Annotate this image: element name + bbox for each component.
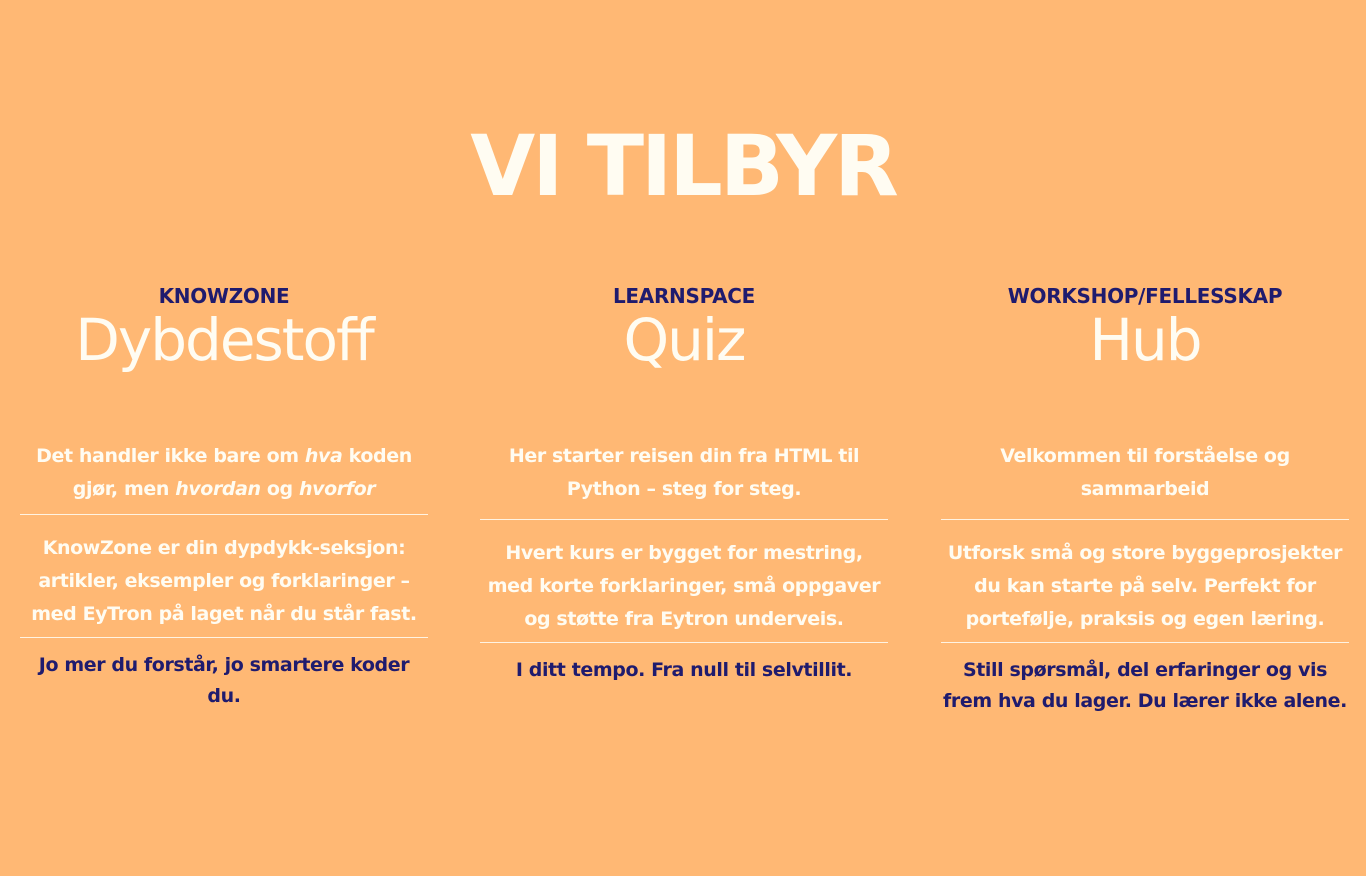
column-heading: Quiz xyxy=(623,306,747,374)
column-kicker: LEARNSPACE xyxy=(612,284,756,308)
column-closing: Jo mer du forstår, jo smartere koder du. xyxy=(38,654,410,707)
column-closing: Still spørsmål, del erfaringer og vis fr… xyxy=(943,659,1347,712)
column-heading: Dybdestoff xyxy=(75,306,375,374)
divider xyxy=(20,514,428,515)
divider xyxy=(941,519,1349,520)
column-body: Hvert kurs er bygget for mestring, med k… xyxy=(487,542,881,630)
offer-column-learnspace: LEARNSPACE Quiz Her starter reisen din f… xyxy=(480,282,888,681)
divider xyxy=(480,642,888,643)
column-intro: Her starter reisen din fra HTML til Pyth… xyxy=(508,445,860,500)
column-closing: I ditt tempo. Fra null til selvtillit. xyxy=(515,659,853,681)
divider xyxy=(20,637,428,638)
column-intro: Det handler ikke bare om hva koden gjør,… xyxy=(36,445,412,500)
column-body: KnowZone er din dypdykk-seksjon: artikle… xyxy=(31,537,417,625)
column-intro: Velkommen til forståelse og sammarbeid xyxy=(1000,445,1290,500)
column-kicker: WORKSHOP/FELLESSKAP xyxy=(1007,284,1283,308)
column-text-stack: Velkommen til forståelse og sammarbeid U… xyxy=(941,440,1349,717)
page-title: VI TILBYR xyxy=(470,117,899,215)
offer-column-knowzone: KNOWZONE Dybdestoff Det handler ikke bar… xyxy=(20,282,428,707)
divider xyxy=(480,519,888,520)
column-body: Utforsk små og store byggeprosjekter du … xyxy=(947,542,1343,630)
column-heading: Hub xyxy=(1089,306,1202,374)
divider xyxy=(941,642,1349,643)
offer-column-workshop: WORKSHOP/FELLESSKAP Hub Velkommen til fo… xyxy=(941,282,1349,712)
column-text-stack: Det handler ikke bare om hva koden gjør,… xyxy=(20,440,428,712)
column-text-stack: Her starter reisen din fra HTML til Pyth… xyxy=(480,440,888,686)
column-kicker: KNOWZONE xyxy=(158,284,290,308)
